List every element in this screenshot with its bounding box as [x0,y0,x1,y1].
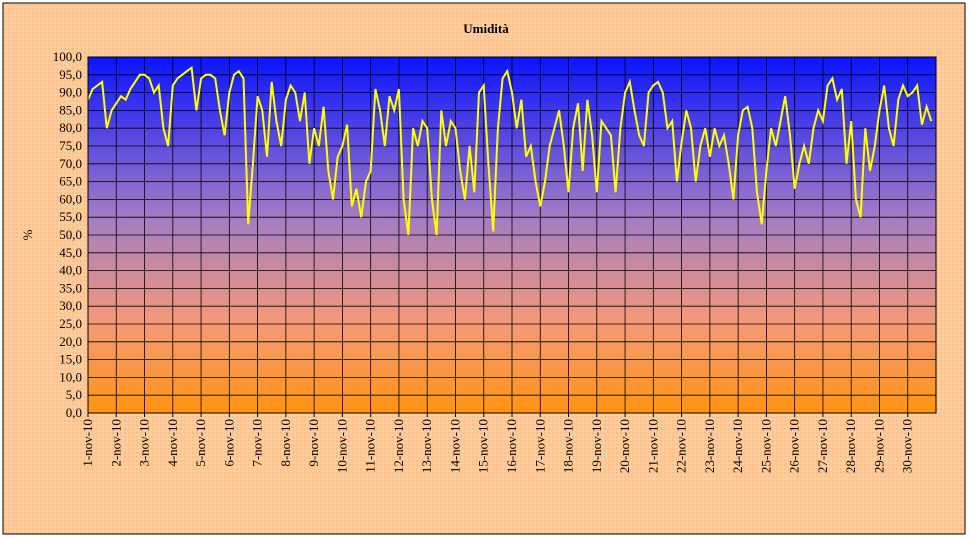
x-tick-label: 20-nov-10 [617,419,632,473]
y-axis-label: % [20,229,35,240]
x-tick-label: 5-nov-10 [193,419,208,467]
y-tick-label: 40,0 [59,263,82,278]
x-tick-label: 26-nov-10 [787,419,802,473]
x-tick-label: 27-nov-10 [815,419,830,473]
x-tick-label: 17-nov-10 [532,419,547,473]
x-tick-label: 15-nov-10 [476,419,491,473]
x-tick-label: 13-nov-10 [419,419,434,473]
y-tick-label: 80,0 [59,120,82,135]
x-tick-label: 21-nov-10 [645,419,660,473]
x-tick-label: 30-nov-10 [900,419,915,473]
plot-border [87,56,937,414]
y-tick-label: 15,0 [59,352,82,367]
x-tick-label: 6-nov-10 [221,419,236,467]
x-tick-label: 19-nov-10 [589,419,604,473]
y-tick-label: 70,0 [59,156,82,171]
x-tick-label: 12-nov-10 [391,419,406,473]
y-tick-label: 45,0 [59,245,82,260]
x-tick-label: 18-nov-10 [561,419,576,473]
data-line [87,65,933,236]
chart-title: Umidità [463,21,509,36]
x-tick-label: 7-nov-10 [250,419,265,467]
y-tick-label: 75,0 [59,138,82,153]
y-tick-label: 35,0 [59,280,82,295]
x-tick-label: 23-nov-10 [702,419,717,473]
y-tick-label: 5,0 [66,387,82,402]
y-tick-label: 95,0 [59,67,82,82]
x-tick-label: 10-nov-10 [334,419,349,473]
y-tick-label: 25,0 [59,316,82,331]
x-tick-label: 3-nov-10 [137,419,152,467]
x-tick-label: 2-nov-10 [108,419,123,467]
x-tick-label: 28-nov-10 [843,419,858,473]
y-tick-label: 30,0 [59,298,82,313]
x-tick-label: 4-nov-10 [165,419,180,467]
x-tick-label: 1-nov-10 [80,419,95,467]
x-tick-label: 11-nov-10 [363,419,378,473]
y-tick-label: 10,0 [59,369,82,384]
x-tick-label: 29-nov-10 [871,419,886,473]
y-tick-label: 90,0 [59,85,82,100]
y-tick-label: 65,0 [59,174,82,189]
y-tick-label: 50,0 [59,227,82,242]
x-tick-label: 9-nov-10 [306,419,321,467]
x-tick-label: 22-nov-10 [674,419,689,473]
x-tick-label: 25-nov-10 [758,419,773,473]
y-tick-label: 100,0 [53,49,82,64]
x-tick-label: 14-nov-10 [447,419,462,473]
x-tick-label: 24-nov-10 [730,419,745,473]
y-tick-label: 60,0 [59,191,82,206]
y-tick-label: 0,0 [66,405,82,420]
x-tick-label: 16-nov-10 [504,419,519,473]
y-tick-label: 55,0 [59,209,82,224]
y-tick-label: 20,0 [59,334,82,349]
y-tick-label: 85,0 [59,102,82,117]
x-tick-label: 8-nov-10 [278,419,293,467]
